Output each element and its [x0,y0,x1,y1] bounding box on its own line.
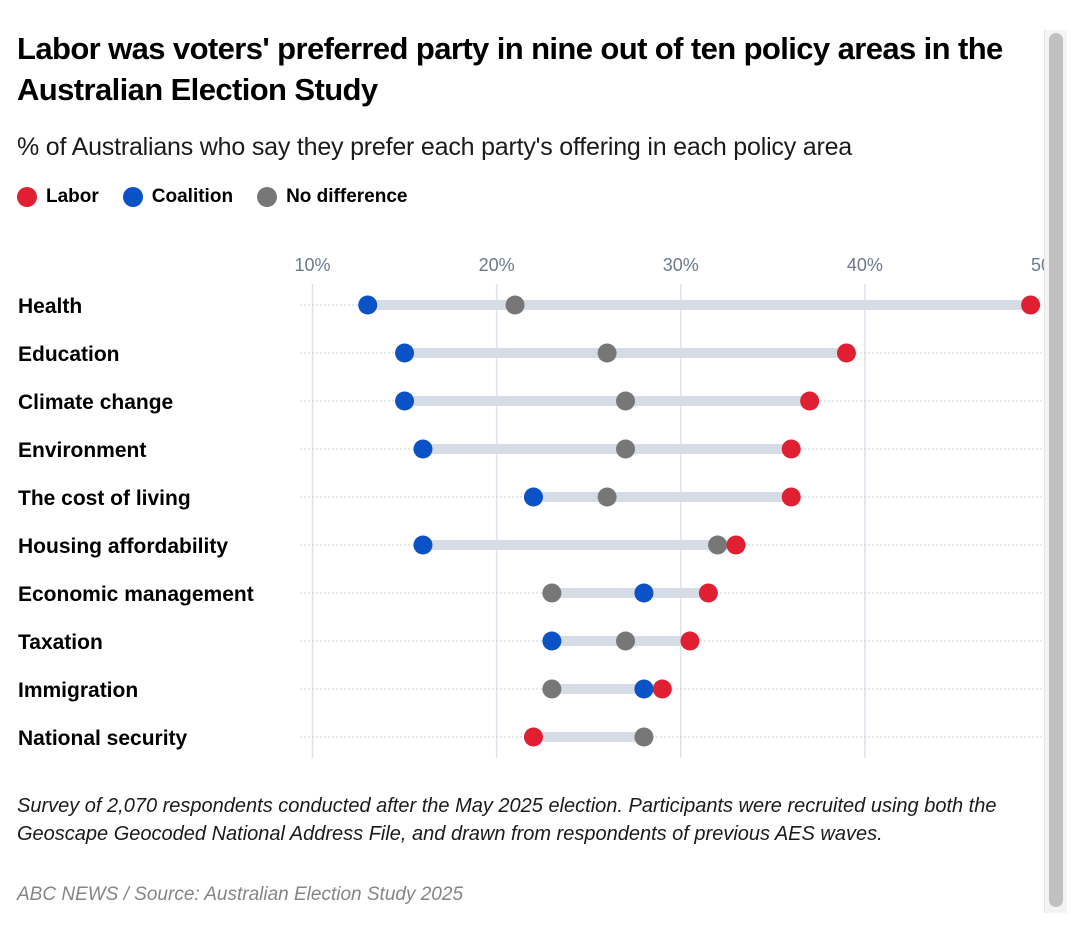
legend-item-no-difference: No difference [257,186,407,208]
chart-title: Labor was voters' preferred party in nin… [17,31,1003,107]
no-difference-dot [542,679,562,699]
coalition-dot [634,679,654,699]
x-tick-label: 30% [663,255,699,275]
footnote: Survey of 2,070 respondents conducted af… [17,795,997,845]
coalition-dot [413,535,433,555]
coalition-dot [395,391,415,411]
category-label: Economic management [18,583,254,606]
legend-label: No difference [286,186,408,207]
legend: Labor Coalition No difference [17,186,431,208]
coalition-dot [413,439,433,459]
dot-range-chart: 10% 20% 30% 40% 50% Health Education Climate ch… [18,255,1045,758]
coalition-dot [358,295,378,315]
category-label: Health [18,295,82,318]
chart-subtitle: % of Australians who say they prefer eac… [17,133,853,161]
coalition-dot [523,487,543,507]
legend-item-coalition: Coalition [122,186,234,208]
no-difference-dot [616,631,636,651]
labor-dot [726,535,746,555]
labor-dot [680,631,700,651]
labor-dot-icon [17,187,37,207]
x-tick-label: 10% [294,255,330,275]
no-difference-dot [616,391,636,411]
source-credit: ABC NEWS / Source: Australian Election S… [17,884,464,905]
labor-dot [698,583,718,603]
labor-dot [836,343,856,363]
category-label: The cost of living [18,487,191,510]
x-tick-label: 50% [1031,255,1045,275]
no-difference-dot [597,343,617,363]
legend-label: Labor [46,186,99,207]
category-label: Environment [18,439,146,462]
labor-dot [781,439,801,459]
no-difference-dot [505,295,525,315]
category-label: Housing affordability [18,535,228,558]
category-label: National security [18,727,188,750]
coalition-dot [542,631,562,651]
labor-dot [523,727,543,747]
scrollbar-thumb[interactable] [1049,33,1063,907]
category-label: Climate change [18,391,173,414]
no-difference-dot-icon [257,187,278,207]
labor-dot [800,391,820,411]
coalition-dot [634,583,654,603]
coalition-dot [395,343,415,363]
legend-label: Coalition [151,186,234,207]
no-difference-dot [708,535,728,555]
category-label: Education [18,343,120,366]
labor-dot [781,487,801,507]
coalition-dot-icon [122,187,143,207]
labor-dot [1021,295,1041,315]
no-difference-dot [597,487,617,507]
no-difference-dot [542,583,562,603]
category-label: Taxation [18,631,103,654]
no-difference-dot [634,727,654,747]
x-tick-label: 20% [479,255,515,275]
labor-dot [652,679,672,699]
x-tick-label: 40% [847,255,883,275]
no-difference-dot [616,439,636,459]
legend-item-labor: Labor [17,186,99,208]
category-label: Immigration [18,679,138,702]
